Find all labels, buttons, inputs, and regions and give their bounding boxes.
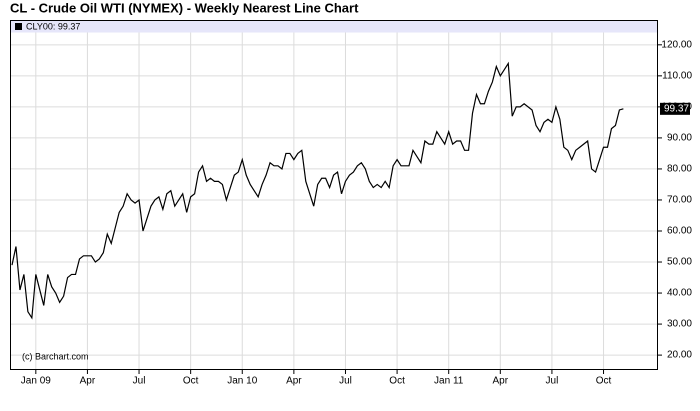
x-tick-label: Oct [389, 376, 405, 387]
y-tick-label: 20.00 [667, 350, 692, 361]
y-tick-label: 40.00 [667, 288, 692, 299]
x-tick-label: Oct [183, 376, 199, 387]
watermark: (c) Barchart.com [22, 351, 89, 361]
plot-border [10, 20, 658, 370]
y-tick-label: 30.00 [667, 319, 692, 330]
chart-title: CL - Crude Oil WTI (NYMEX) - Weekly Near… [10, 0, 359, 15]
legend-label: CLY00: 99.37 [26, 21, 80, 31]
y-tick-label: 50.00 [667, 257, 692, 268]
x-tick-label: Apr [286, 376, 302, 387]
y-tick-label: 110.00 [662, 70, 692, 81]
legend-band [10, 20, 658, 33]
x-tick-label: Apr [80, 376, 96, 387]
last-price-box [660, 102, 690, 115]
plot-area [10, 20, 658, 370]
x-tick-label: Apr [493, 376, 509, 387]
x-tick-label: Jan 11 [434, 376, 464, 387]
legend-swatch [15, 23, 22, 30]
y-tick-label: 60.00 [667, 226, 692, 237]
x-tick-label: Oct [596, 376, 612, 387]
y-tick-label: 90.00 [667, 133, 692, 144]
y-tick-label: 70.00 [667, 195, 692, 206]
x-tick-label: Jan 09 [21, 376, 51, 387]
x-tick-label: Jul [546, 376, 559, 387]
price-line [11, 61, 624, 320]
x-tick-label: Jul [339, 376, 352, 387]
x-tick-label: Jul [133, 376, 146, 387]
y-tick-label: 80.00 [667, 164, 692, 175]
x-tick-label: Jan 10 [227, 376, 257, 387]
y-tick-label: 120.00 [661, 39, 692, 50]
last-price-label: 99.37 [664, 103, 689, 114]
